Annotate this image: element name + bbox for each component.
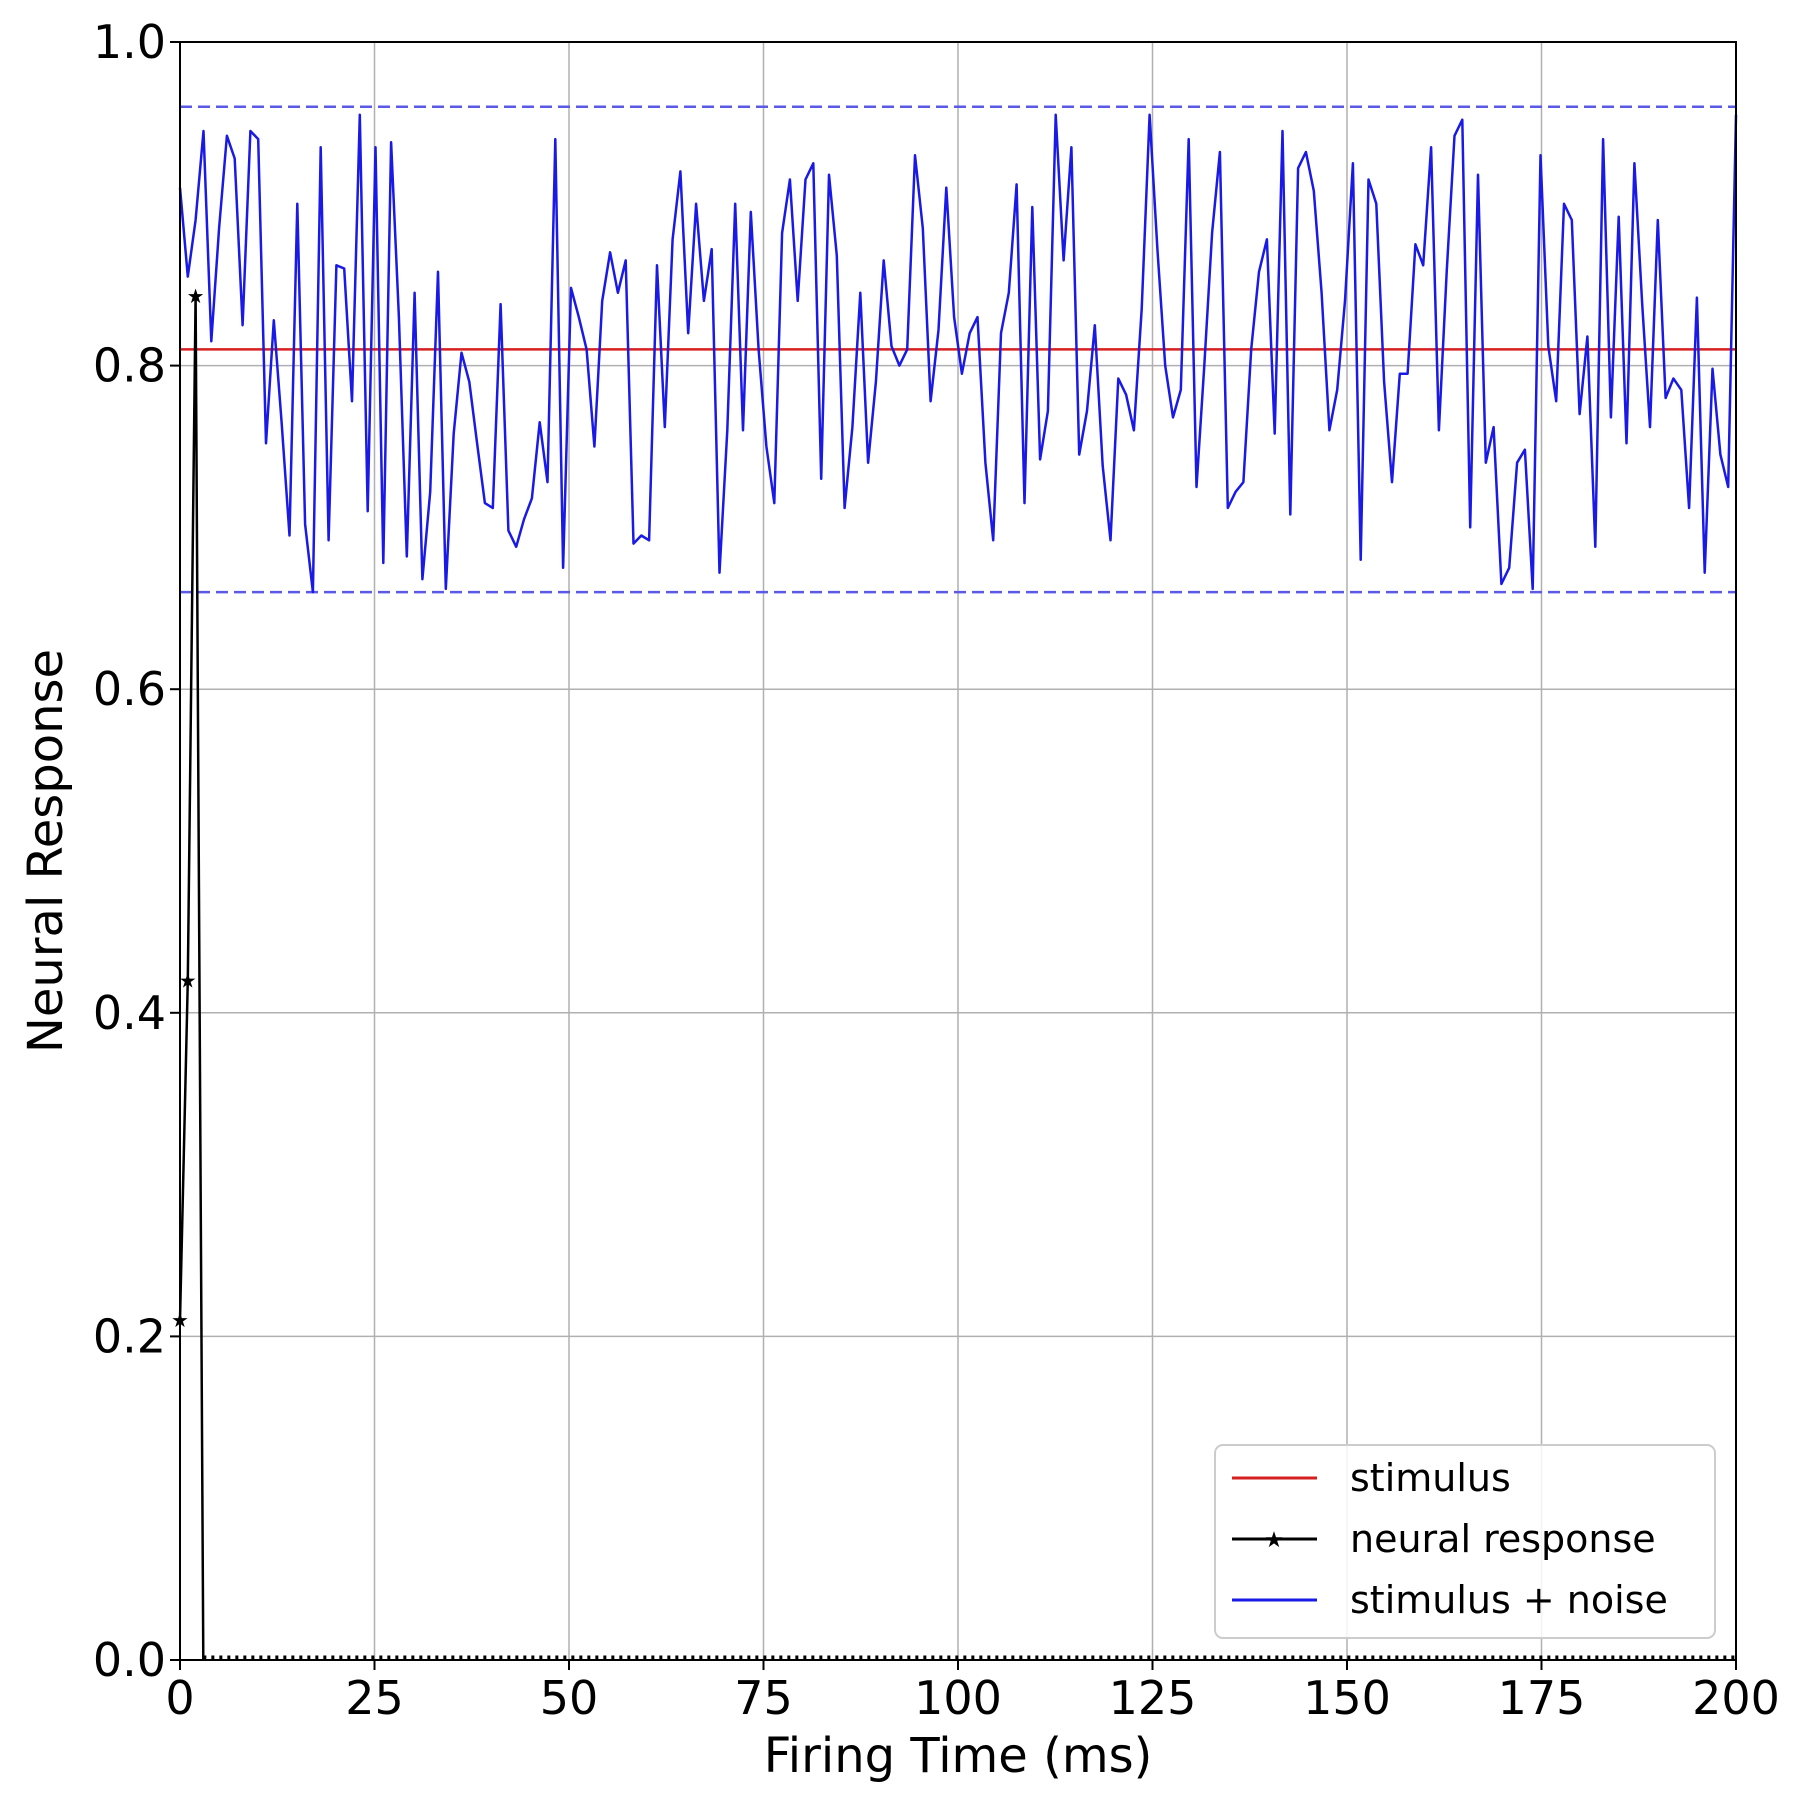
- legend-box: [1214, 1444, 1716, 1639]
- x-tick-label: 0: [165, 1671, 194, 1725]
- legend-star-marker: ★: [1264, 1528, 1284, 1553]
- x-tick-label: 150: [1303, 1671, 1391, 1725]
- y-axis-title: Neural Response: [18, 649, 74, 1053]
- x-tick-label: 25: [345, 1671, 404, 1725]
- legend: stimulus ★ neural response stimulus + no…: [1214, 1444, 1716, 1639]
- x-tick-label: 175: [1498, 1671, 1586, 1725]
- plot-frame: [179, 41, 1737, 1661]
- legend-label-stimulus: stimulus: [1350, 1456, 1511, 1500]
- x-tick-label: 125: [1109, 1671, 1197, 1725]
- axis-ticks: 0 25 50 75 100 125 150 175 200 0.0 0.2 0.4 0.6 0.8 1.0: [93, 15, 1780, 1725]
- x-axis-title: Firing Time (ms): [764, 1728, 1153, 1784]
- x-tick-label: 50: [540, 1671, 599, 1725]
- legend-label-neural-response: neural response: [1350, 1517, 1656, 1561]
- y-tick-label: 0.6: [93, 662, 166, 716]
- series-point-neural-response: ★: [179, 968, 197, 992]
- series-point-neural-response: ★: [187, 284, 205, 308]
- y-tick-label: 0.8: [93, 339, 166, 393]
- series-line-stimulus-noise: [178, 113, 1738, 594]
- x-tick-label: 100: [914, 1671, 1002, 1725]
- y-tick-label: 0.2: [93, 1309, 166, 1363]
- legend-label-stimulus-noise: stimulus + noise: [1350, 1578, 1668, 1622]
- series-group: ★ ★ ★: [171, 113, 1738, 1661]
- y-tick-label: 0.4: [93, 986, 166, 1040]
- series-line-neural-response: [178, 294, 205, 1661]
- y-tick-label: 0.0: [93, 1633, 166, 1687]
- reference-lines: [180, 105, 1736, 594]
- x-tick-label: 75: [734, 1671, 793, 1725]
- x-tick-label: 200: [1692, 1671, 1780, 1725]
- y-tick-label: 1.0: [93, 15, 166, 69]
